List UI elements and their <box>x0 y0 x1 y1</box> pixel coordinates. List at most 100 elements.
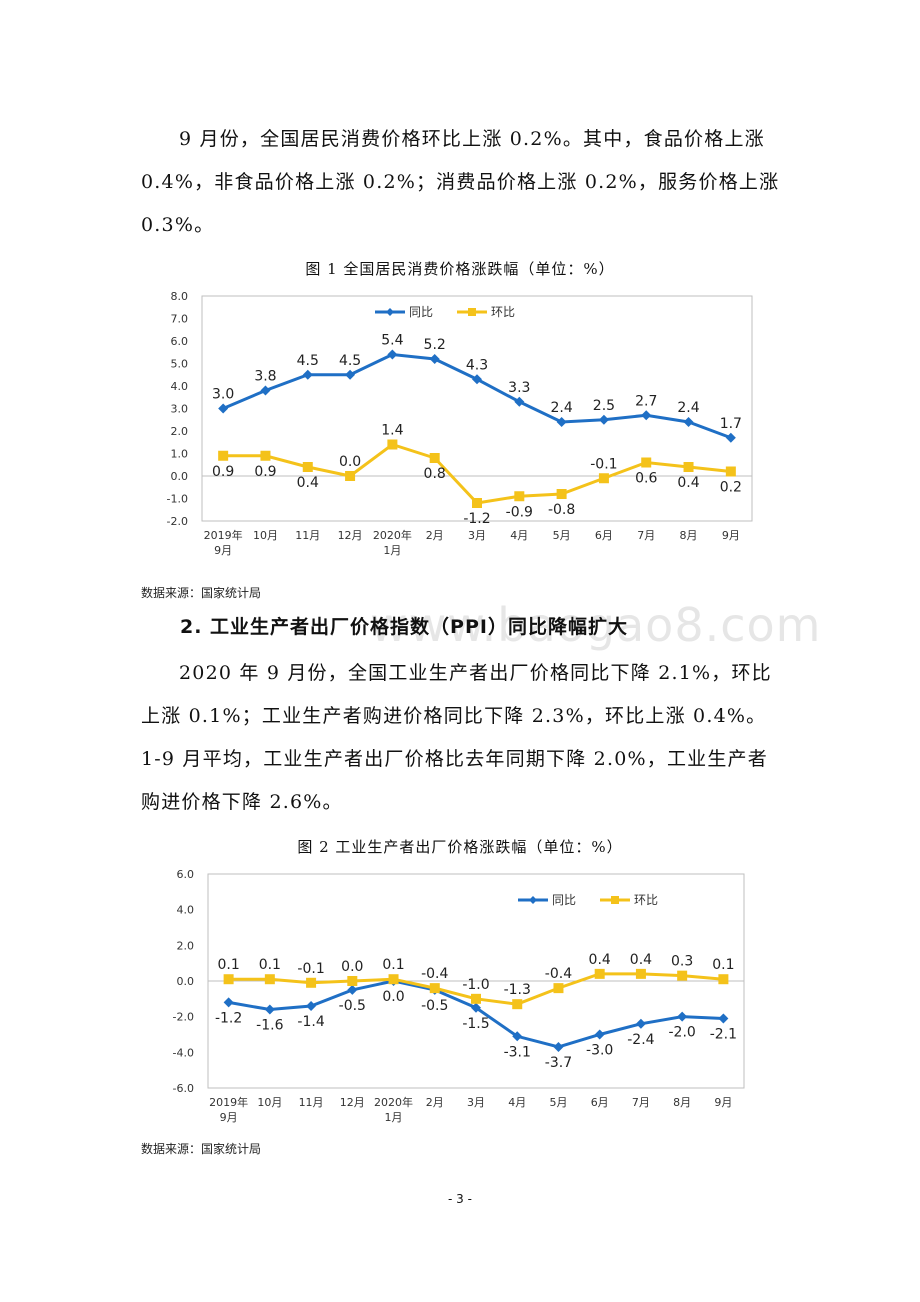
point-marker <box>718 974 729 985</box>
data-label: 0.0 <box>341 959 363 975</box>
x-tick-label: 6月 <box>595 529 613 542</box>
point-marker <box>429 453 440 463</box>
plot-area <box>201 295 753 522</box>
x-tick-label: 4月 <box>508 1096 526 1109</box>
point-marker <box>677 970 688 981</box>
y-tick-label: 6.0 <box>171 335 189 348</box>
data-label: -1.5 <box>462 1016 489 1032</box>
data-label: 0.4 <box>297 475 319 491</box>
data-label: 1.4 <box>381 423 403 439</box>
x-tick-label: 2020年 <box>373 528 412 542</box>
point-marker <box>556 489 567 499</box>
point-marker <box>429 354 440 364</box>
point-marker <box>429 983 440 994</box>
point-marker <box>347 976 358 986</box>
data-label: -0.5 <box>339 998 366 1014</box>
y-tick-label: 6.0 <box>177 868 195 881</box>
x-tick-label: 2019年 <box>204 528 243 542</box>
data-label: 0.4 <box>589 952 611 968</box>
data-label: 5.4 <box>381 333 403 349</box>
x-tick-label: 1月 <box>383 544 401 557</box>
legend-marker <box>611 896 619 904</box>
cpi-line-chart: 8.0 7.0 6.0 5.0 4.0 3.0 2.0 1.0 0.0 -1.0 -2.0 2019年… <box>167 290 753 557</box>
point-marker <box>218 403 229 414</box>
y-tick-label: 0.0 <box>171 470 189 483</box>
point-marker <box>553 983 564 994</box>
point-marker <box>598 473 609 484</box>
data-label: 0.4 <box>630 952 652 968</box>
figure1-source: 数据来源：国家统计局 <box>141 586 262 600</box>
ppi-line-chart: 6.0 4.0 2.0 0.0 -2.0 -4.0 -6.0 2019年 9月 10月 11月 12月… <box>173 868 745 1124</box>
y-tick-label: 7.0 <box>171 313 189 326</box>
x-tick-label: 7月 <box>632 1096 650 1109</box>
legend-marker <box>468 308 476 316</box>
data-label: -1.0 <box>462 977 489 993</box>
point-marker <box>594 1029 605 1040</box>
y-tick-label: 2.0 <box>177 939 195 952</box>
data-label: 3.0 <box>212 387 234 403</box>
data-label: 0.0 <box>339 454 361 470</box>
data-label: -2.0 <box>668 1025 695 1041</box>
point-marker <box>514 396 525 407</box>
y-tick-label: -2.0 <box>173 1011 194 1024</box>
paragraph-cpi: 9 月份，全国居民消费价格环比上涨 0.2%。其中，食品价格上涨 0.4%，非食… <box>141 128 780 236</box>
point-marker <box>264 1004 275 1015</box>
y-tick-label: -1.0 <box>167 493 188 506</box>
point-marker <box>514 491 525 502</box>
figure2-source: 数据来源：国家统计局 <box>141 1142 262 1156</box>
point-marker <box>683 462 694 472</box>
y-tick-label: 8.0 <box>171 290 189 303</box>
x-tick-label: 3月 <box>467 1096 485 1109</box>
x-tick-label: 8月 <box>673 1096 691 1109</box>
y-tick-label: 5.0 <box>171 358 189 371</box>
point-marker <box>387 349 398 360</box>
y-tick-label: -6.0 <box>173 1082 194 1095</box>
point-marker <box>471 993 481 1004</box>
data-label: 0.0 <box>382 989 404 1005</box>
x-tick-label: 11月 <box>299 1096 324 1109</box>
x-tick-label: 10月 <box>257 1096 282 1109</box>
legend-marker <box>529 896 537 904</box>
data-label: 0.6 <box>635 471 657 487</box>
data-label: 4.5 <box>339 353 361 369</box>
point-marker <box>264 974 275 985</box>
x-tick-label: 2020年 <box>374 1095 413 1109</box>
point-marker <box>677 1011 688 1022</box>
x-tick-label: 5月 <box>549 1096 567 1109</box>
data-label: 0.1 <box>217 957 239 973</box>
data-label: -0.8 <box>548 502 575 518</box>
data-label: 0.1 <box>382 957 404 973</box>
data-label: -2.1 <box>710 1026 737 1042</box>
point-marker <box>223 974 234 985</box>
point-marker <box>387 439 398 450</box>
point-marker <box>260 385 271 396</box>
data-label: -0.1 <box>297 961 324 977</box>
data-label: -0.5 <box>421 998 448 1014</box>
x-tick-label: 7月 <box>637 529 655 542</box>
point-marker <box>472 498 482 508</box>
x-tick-label: 2019年 <box>209 1095 248 1109</box>
point-marker <box>306 1000 317 1011</box>
y-tick-label: 0.0 <box>177 975 195 988</box>
y-tick-label: -4.0 <box>173 1046 194 1059</box>
point-marker <box>472 374 482 385</box>
data-label: -1.2 <box>215 1010 242 1026</box>
point-marker <box>556 417 567 427</box>
data-label: -0.4 <box>421 966 448 982</box>
data-label: 3.3 <box>508 380 530 396</box>
data-label: 0.3 <box>671 954 693 970</box>
x-tick-label: 1月 <box>385 1111 403 1124</box>
data-label: -0.1 <box>590 456 617 472</box>
data-label: -3.1 <box>504 1044 531 1060</box>
data-label: -1.3 <box>504 982 531 998</box>
point-marker <box>635 968 646 979</box>
point-marker <box>345 471 356 481</box>
point-marker <box>725 466 736 477</box>
point-marker <box>512 1031 523 1042</box>
x-tick-label: 12月 <box>338 529 363 542</box>
data-label: 0.8 <box>424 466 446 482</box>
point-marker <box>306 977 317 988</box>
point-marker <box>512 999 523 1010</box>
point-marker <box>302 462 313 472</box>
data-label: 0.9 <box>254 464 276 480</box>
